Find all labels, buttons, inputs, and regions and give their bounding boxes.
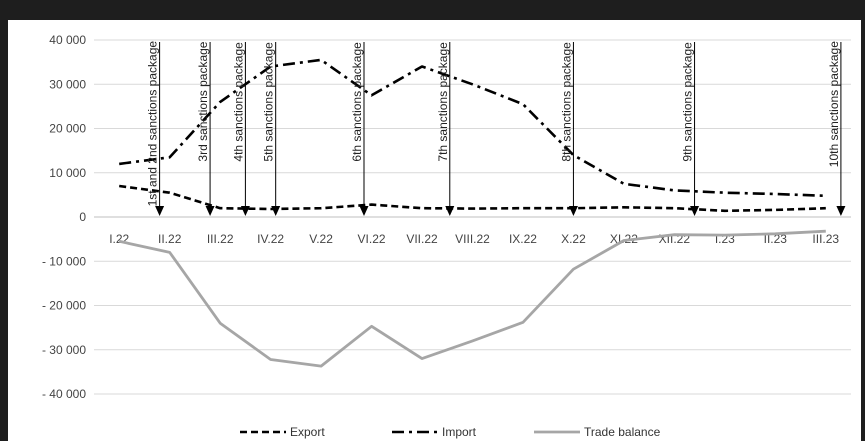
series-line-export [119,184,826,213]
y-tick-label: 40 000 [49,33,86,47]
y-tick-label: - 20 000 [42,299,86,313]
annotation-arrowhead [445,206,455,216]
series-lines [118,58,826,368]
y-tick-label: 10 000 [49,166,86,180]
annotation-arrowhead [205,206,215,216]
x-tick-label: III.22 [207,232,234,246]
x-tick-label: XI.22 [610,232,638,246]
annotation-label: 6th sanctions package [350,42,364,162]
line-chart: 40 000 30 000 20 000 10 000 0 - 10 000 - 20 00… [42,33,851,439]
chart-frame: 40 000 30 000 20 000 10 000 0 - 10 000 - 20 00… [8,20,861,441]
annotation-label: 9th sanctions package [681,42,695,162]
x-tick-label: VII.22 [406,232,438,246]
annotation-arrowhead [690,206,700,216]
x-tick-label: III.23 [812,232,839,246]
annotation-label: 5th sanctions package [262,42,276,162]
annotations: 1st and 2nd sanctions package 3rd sanctio… [146,41,846,216]
x-tick-label: IV.22 [257,232,284,246]
annotation-arrowhead [568,206,578,216]
grid-lines [94,39,851,395]
legend-label: Import [442,425,477,439]
legend: Export Import Trade balance [240,425,661,439]
x-tick-label: V.22 [309,232,333,246]
y-tick-label: - 40 000 [42,387,86,401]
y-tick-label: 20 000 [49,122,86,136]
y-tick-label: - 30 000 [42,343,86,357]
annotation-arrowhead [836,206,846,216]
annotation-label: 8th sanctions package [559,42,573,162]
annotation-arrowhead [271,206,281,216]
x-tick-label: II.22 [158,232,182,246]
x-tick-label: VI.22 [358,232,386,246]
x-tick-label: VIII.22 [455,232,490,246]
legend-label: Export [290,425,325,439]
annotation-arrowhead [240,206,250,216]
x-tick-label: II.23 [764,232,788,246]
y-tick-label: 30 000 [49,77,86,91]
y-tick-label: 0 [79,210,86,224]
annotation-label: 3rd sanctions package [196,41,210,161]
series-line-import [119,58,826,198]
annotation-label: 10th sanctions package [827,41,841,167]
annotation-arrowhead [359,206,369,216]
x-tick-label: IX.22 [509,232,537,246]
annotation-label: 7th sanctions package [436,42,450,162]
y-axis-labels: 40 000 30 000 20 000 10 000 0 - 10 000 - 20 00… [42,33,86,401]
annotation-arrowhead [155,206,165,216]
annotation-label: 1st and 2nd sanctions package [146,41,160,207]
x-tick-label: X.22 [561,232,586,246]
annotation-label: 4th sanctions package [231,42,245,162]
series-line-trade-balance [118,229,826,368]
y-tick-label: - 10 000 [42,254,86,268]
legend-label: Trade balance [584,425,661,439]
